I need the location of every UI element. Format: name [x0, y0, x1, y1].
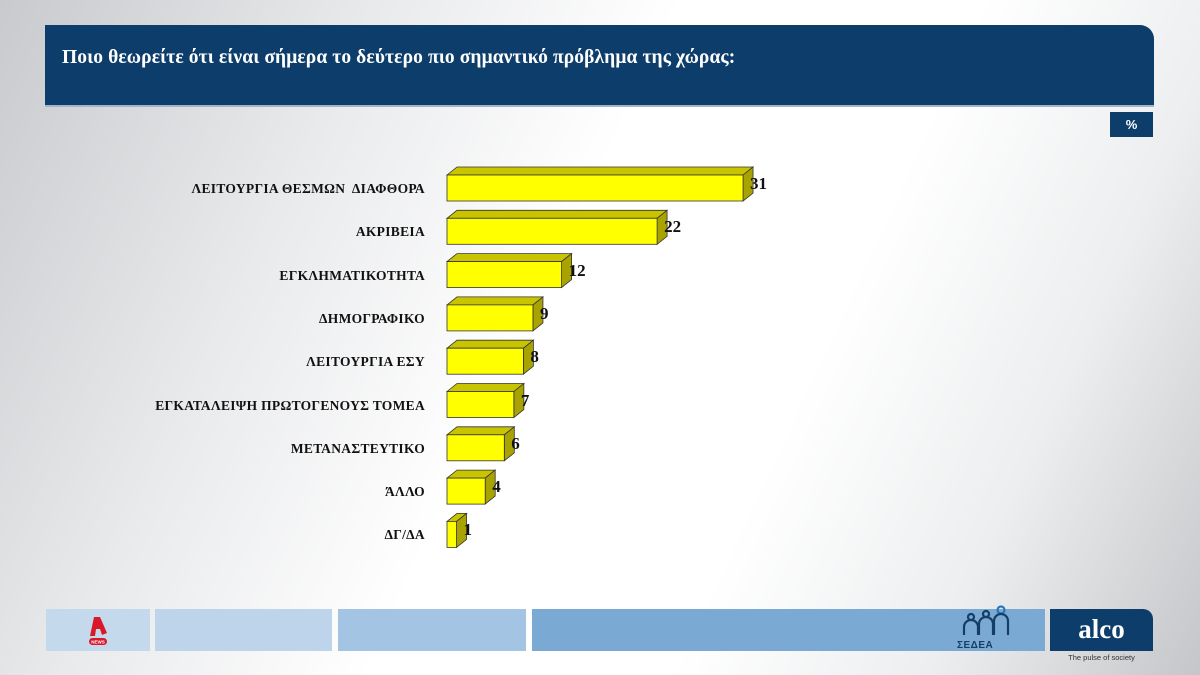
footer-band-2	[155, 609, 332, 651]
value-label: 22	[664, 217, 682, 237]
value-label: 8	[530, 347, 539, 367]
bar	[445, 469, 497, 505]
sedea-people-icon	[962, 605, 1010, 635]
title-banner: Ποιο θεωρείτε ότι είναι σήμερα το δεύτερ…	[45, 25, 1154, 105]
alpha-news-logo-block: NEWS	[46, 609, 150, 651]
bar-chart: ΛΕΙΤΟΥΡΓΙΑ ΘΕΣΜΩΝ ΔΙΑΦΘΟΡΑ 31 ΑΚΡΙΒΕΙΑ 22 ΕΓ…	[155, 166, 768, 549]
alco-logo: alco	[1050, 609, 1153, 651]
value-label: 12	[568, 260, 586, 280]
value-label: 6	[511, 433, 520, 453]
bar	[445, 166, 755, 202]
sedea-label: ΣΕΔΕΑ	[957, 640, 994, 651]
footer-band-3	[338, 609, 526, 651]
value-label: 9	[539, 303, 549, 323]
category-label: ΆΛΛΟ	[384, 484, 425, 500]
value-label: 7	[520, 390, 530, 410]
bar	[445, 252, 573, 289]
bar	[445, 339, 535, 376]
alco-tagline: The pulse of society	[1068, 653, 1135, 662]
footer-band-4	[532, 605, 1045, 651]
unit-badge: %	[1110, 112, 1153, 137]
category-label: ΔΗΜΟΓΡΑΦΙΚΟ	[319, 310, 425, 326]
category-label: ΔΓ/ΔΑ	[384, 527, 425, 543]
value-label: 31	[750, 174, 768, 193]
bar	[445, 382, 525, 419]
category-label: ΕΓΚΑΤΑΛΕΙΨΗ ΠΡΩΤΟΓΕΝΟΥΣ ΤΟΜΕΑ	[155, 397, 425, 413]
bar	[445, 512, 468, 549]
category-label: ΛΕΙΤΟΥΡΓΙΑ ΘΕΣΜΩΝ ΔΙΑΦΘΟΡΑ	[191, 181, 425, 196]
bar	[445, 296, 545, 332]
page-title: Ποιο θεωρείτε ότι είναι σήμερα το δεύτερ…	[62, 47, 736, 68]
bar	[445, 209, 669, 246]
bar	[445, 425, 516, 462]
category-label: ΜΕΤΑΝΑΣΤΕΥΤΙΚΟ	[290, 440, 425, 456]
svg-text:NEWS: NEWS	[91, 640, 105, 645]
alpha-news-logo-icon: NEWS	[89, 617, 107, 645]
bars-layer	[445, 166, 755, 549]
value-label: 4	[492, 477, 501, 497]
category-label: ΑΚΡΙΒΕΙΑ	[355, 224, 425, 240]
category-label: ΛΕΙΤΟΥΡΓΙΑ ΕΣΥ	[306, 354, 425, 370]
value-label: 1	[463, 520, 473, 540]
category-label: ΕΓΚΛΗΜΑΤΙΚΟΤΗΤΑ	[279, 267, 425, 283]
